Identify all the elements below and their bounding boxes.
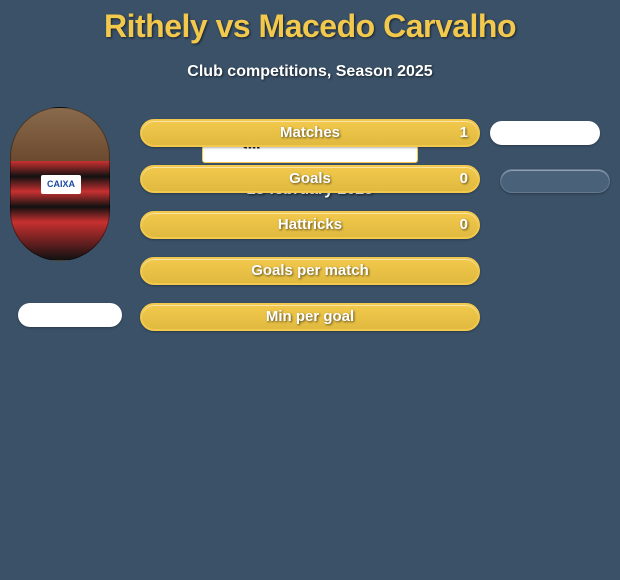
stat-row-hattricks: Hattricks 0 (140, 211, 480, 239)
stat-bar (140, 119, 480, 147)
player-right-pill-2 (500, 169, 610, 193)
player-right-pill-1 (490, 121, 600, 145)
stat-bar (140, 211, 480, 239)
player-left-avatar: CAIXA (10, 107, 110, 261)
player-left-name-pill (18, 303, 122, 327)
stat-value-left: 0 (460, 211, 468, 239)
stat-bar (140, 303, 480, 331)
stat-value-left: 0 (460, 165, 468, 193)
stat-bar (140, 257, 480, 285)
stat-row-goals: Goals 0 (140, 165, 480, 193)
stat-value-left: 1 (460, 119, 468, 147)
subtitle: Club competitions, Season 2025 (0, 63, 620, 81)
stat-row-mpg: Min per goal (140, 303, 480, 331)
sponsor-badge: CAIXA (41, 175, 81, 193)
stat-bars: Matches 1 Goals 0 Hattricks 0 Goals per … (140, 119, 480, 349)
page-title: Rithely vs Macedo Carvalho (0, 0, 620, 45)
stat-row-gpm: Goals per match (140, 257, 480, 285)
stat-row-matches: Matches 1 (140, 119, 480, 147)
stat-bar (140, 165, 480, 193)
